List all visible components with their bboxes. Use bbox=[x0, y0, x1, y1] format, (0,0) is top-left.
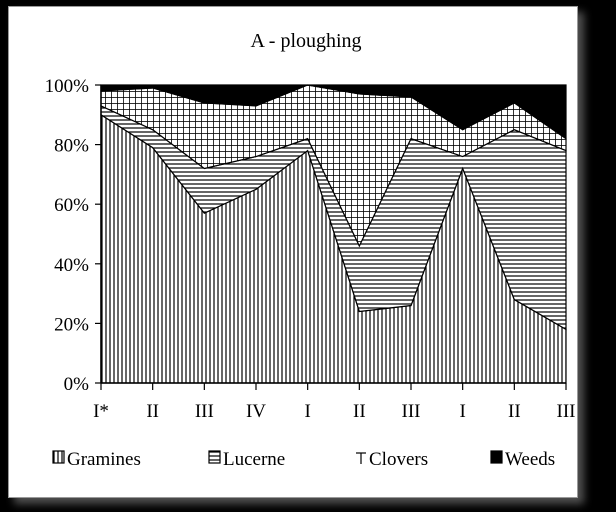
x-tick-label: III bbox=[557, 401, 576, 422]
x-tick-label: III bbox=[402, 401, 421, 422]
x-tick-label: I bbox=[305, 401, 311, 422]
chart-frame: A - ploughing 0% 20% 40% 60% 80% 100% I* II III I… bbox=[8, 6, 578, 498]
chart-title: A - ploughing bbox=[250, 30, 361, 52]
x-tick-label: II bbox=[353, 401, 366, 422]
y-tick-label: 20% bbox=[54, 314, 89, 335]
legend-label: Clovers bbox=[369, 449, 428, 470]
legend: Gramines Lucerne Clovers Weeds bbox=[52, 449, 555, 470]
legend-swatch bbox=[208, 450, 221, 464]
y-tick-label: 80% bbox=[54, 136, 89, 157]
x-tick-label: III bbox=[195, 401, 214, 422]
y-tick-label: 0% bbox=[64, 374, 90, 395]
legend-item-lucerne: Lucerne bbox=[208, 449, 285, 470]
x-tick-label: II bbox=[146, 401, 159, 422]
legend-swatch bbox=[490, 450, 503, 464]
x-tick-label: I bbox=[460, 401, 466, 422]
legend-item-weeds: Weeds bbox=[490, 449, 555, 470]
x-tick-label: II bbox=[508, 401, 521, 422]
y-tick-label: 60% bbox=[54, 195, 89, 216]
legend-label: Lucerne bbox=[223, 449, 285, 470]
x-tick-label: I* bbox=[93, 401, 109, 422]
legend-label: Gramines bbox=[67, 449, 141, 470]
legend-item-gramines: Gramines bbox=[52, 449, 141, 470]
x-tick-label: IV bbox=[246, 401, 266, 422]
axes: 0%20%40%60%80%100%I* II III IV I II III I II III bbox=[45, 76, 576, 422]
area-weeds bbox=[100, 84, 567, 140]
area-series-group bbox=[100, 84, 567, 384]
legend-swatch bbox=[52, 450, 65, 464]
legend-item-clovers: Clovers bbox=[356, 449, 428, 470]
y-tick-label: 40% bbox=[54, 255, 89, 276]
stacked-area-chart: A - ploughing 0%20%40%60%80%100%I* II III I… bbox=[45, 30, 576, 470]
legend-label: Weeds bbox=[505, 449, 555, 470]
y-tick-label: 100% bbox=[45, 76, 90, 97]
